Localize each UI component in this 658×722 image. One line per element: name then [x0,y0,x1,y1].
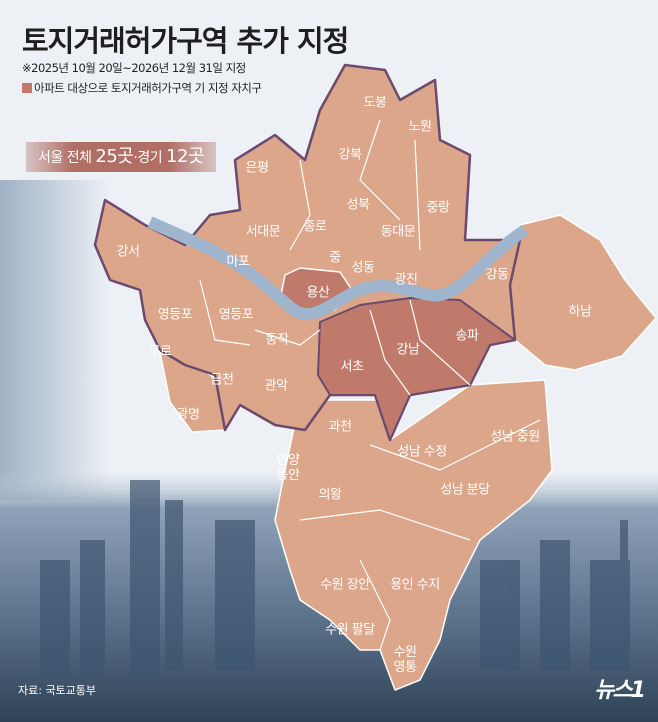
district-border [254,329,321,346]
district-label: 동작 [265,332,289,348]
district-label: 성북 [346,197,370,213]
district-label: 과천 [328,419,352,435]
district-label: 수원 영통 [393,645,417,675]
source: 자료: 국토교통부 [18,684,97,697]
district-label: 강동 [485,267,509,283]
city-buildings [40,480,630,680]
district-label: 강서 [116,244,140,260]
news1-logo: 뉴스1 [594,678,646,703]
page-title: 토지거래허가구역 추가 지정 [22,24,349,58]
gyeonggi-count: 12곳 [166,146,205,167]
district-label: 하남 [568,304,592,320]
left-terrain [0,180,110,500]
district-label: 영등포 [218,307,254,323]
district-border [369,419,541,471]
district-label: 성남 중원 [490,429,540,445]
legend: 아파트 대상으로 토지거래허가구역 기 지정 자치구 [22,80,262,96]
gyeonggi-hanam [509,214,657,371]
district-label: 수원 팔달 [325,622,375,638]
district-label: 수원 장안 [320,577,370,593]
district-label: 중랑 [426,200,450,216]
district-label: 서대문 [245,224,281,240]
district-label: 동대문 [380,224,416,240]
seoul-count: 25곳 [95,146,134,167]
district-label: 노원 [408,119,432,135]
district-border [414,139,421,251]
district-border [409,299,471,386]
district-label: 성동 [351,260,375,276]
count-badge: 서울 전체 25곳·경기 12곳 [26,142,216,172]
district-label: 송파 [455,328,479,344]
district-label: 강남 [396,342,420,358]
district-label: 성남 분당 [440,482,490,498]
badge-prefix: 서울 전체 [37,150,96,166]
district-label: 강북 [338,147,362,163]
district-border [359,559,391,651]
date-range: ※2025년 10월 20일~2026년 12월 31일 지정 [22,61,246,75]
district-label: 성남 수정 [397,444,447,460]
district-label: 은평 [245,160,269,176]
district-label: 영등포 [157,307,193,323]
district-label: 종로 [303,219,327,235]
district-border [199,279,251,346]
district-border [299,509,471,541]
gyeonggi-south [274,379,553,691]
district-label: 관악 [264,378,288,394]
district-label: 구로 [148,344,172,360]
badge-sep: ·경기 [133,150,167,166]
han-river [147,216,529,321]
district-label: 중 [329,250,341,266]
district-border [359,119,401,221]
district-label: 금천 [210,372,234,388]
district-label: 서초 [340,359,364,375]
district-label: 광명 [176,407,200,423]
district-label: 광진 [394,272,418,288]
district-border [289,159,311,251]
district-label: 용산 [306,285,330,301]
district-label: 의왕 [318,487,342,503]
district-label: 용인 수지 [390,577,440,593]
district-label: 안양 동안 [276,453,300,483]
legend-label: 아파트 대상으로 토지거래허가구역 기 지정 자치구 [34,81,262,95]
legend-swatch [22,83,32,93]
district-border [369,309,411,396]
district-label: 마포 [226,254,250,270]
district-label: 도봉 [363,95,387,111]
